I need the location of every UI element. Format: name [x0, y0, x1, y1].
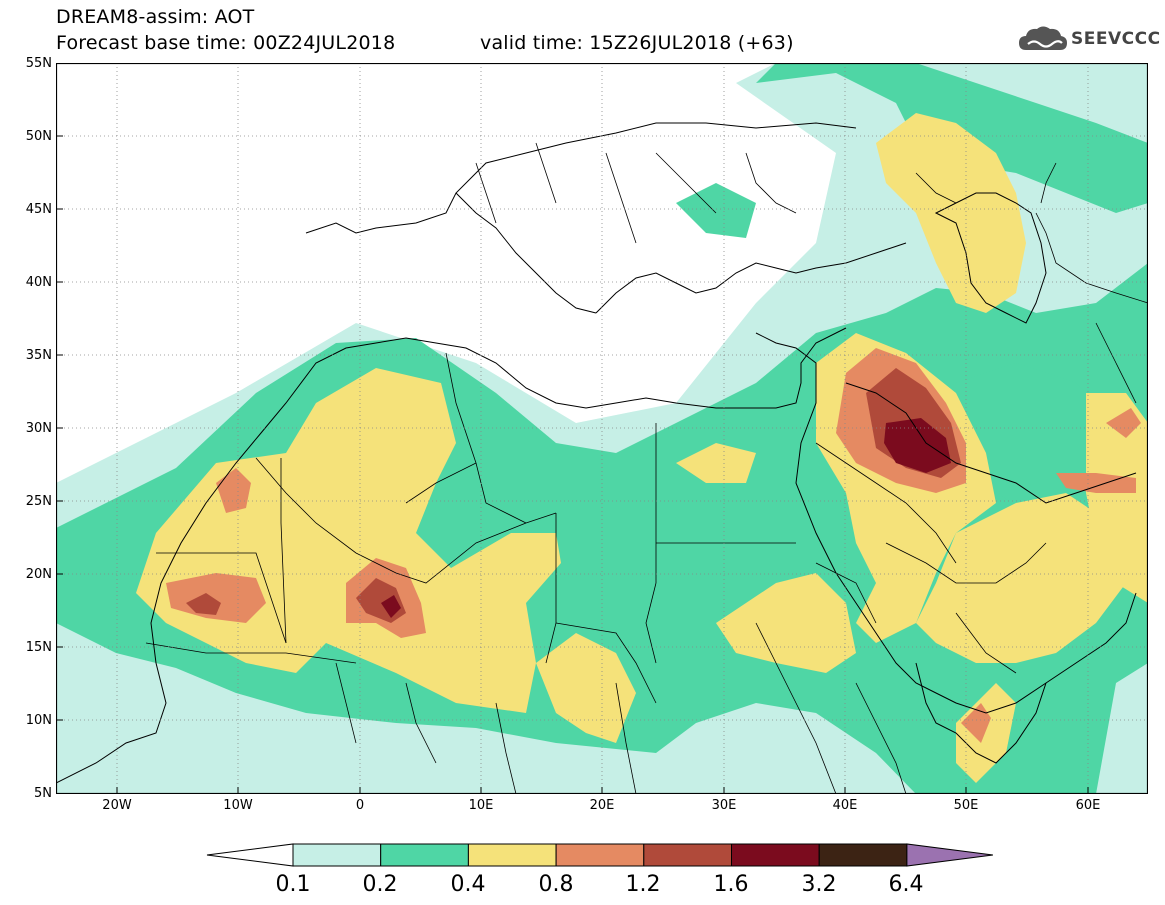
colorbar-under-triangle	[206, 843, 294, 867]
map-title: DREAM8-assim: AOT	[56, 6, 255, 28]
colorbar-label-0-1: 0.1	[275, 872, 311, 897]
colorbar-swatch	[467, 843, 557, 867]
lon-label-10w: 10W	[223, 798, 253, 813]
colorbar-label-6-4: 6.4	[888, 872, 924, 897]
base-time: Forecast base time: 00Z24JUL2018	[56, 32, 396, 54]
tick-marks	[56, 135, 1089, 794]
lon-label-30e: 30E	[711, 798, 737, 813]
lon-label-10e: 10E	[468, 798, 494, 813]
colorbar	[206, 843, 993, 867]
lon-label-20w: 20W	[102, 798, 132, 813]
lat-label-35n: 35N	[25, 348, 52, 363]
colorbar-label-3-2: 3.2	[801, 872, 837, 897]
lon-label-0: 0	[355, 798, 365, 813]
forecast-times: Forecast base time: 00Z24JUL2018 valid ti…	[56, 32, 794, 54]
lat-label-45n: 45N	[25, 202, 52, 217]
logo-text: SEEVCCC	[1071, 29, 1161, 49]
colorbar-swatch	[292, 843, 382, 867]
colorbar-swatch	[818, 843, 908, 867]
colorbar-swatch	[380, 843, 469, 867]
logo: SEEVCCC	[1018, 24, 1161, 54]
coastlines	[56, 122, 1137, 784]
map-frame	[56, 63, 1148, 794]
colorbar-label-0-2: 0.2	[362, 872, 398, 897]
lon-label-60e: 60E	[1075, 798, 1101, 813]
valid-time: valid time: 15Z26JUL2018 (+63)	[480, 32, 794, 54]
lon-label-20e: 20E	[589, 798, 615, 813]
aot-layer-1-6	[381, 418, 951, 618]
colorbar-label-1-2: 1.2	[625, 872, 661, 897]
lon-label-50e: 50E	[953, 798, 979, 813]
lat-label-55n: 55N	[25, 56, 52, 71]
lat-label-15n: 15N	[25, 640, 52, 655]
colorbar-over-triangle	[906, 843, 993, 867]
lat-label-50n: 50N	[25, 129, 52, 144]
colorbar-label-0-4: 0.4	[450, 872, 486, 897]
lat-label-5n: 5N	[34, 786, 52, 801]
lat-label-25n: 25N	[25, 494, 52, 509]
colorbar-label-1-6: 1.6	[713, 872, 749, 897]
lat-label-10n: 10N	[25, 713, 52, 728]
country-borders	[145, 142, 1148, 794]
lat-label-40n: 40N	[25, 275, 52, 290]
colorbar-swatch	[731, 843, 820, 867]
lon-label-40e: 40E	[832, 798, 858, 813]
colorbar-swatch	[643, 843, 732, 867]
lat-label-20n: 20N	[25, 567, 52, 582]
aot-map	[56, 63, 1148, 794]
colorbar-label-0-8: 0.8	[538, 872, 574, 897]
cloud-icon	[1019, 26, 1067, 50]
lat-label-30n: 30N	[25, 421, 52, 436]
colorbar-swatch	[555, 843, 645, 867]
